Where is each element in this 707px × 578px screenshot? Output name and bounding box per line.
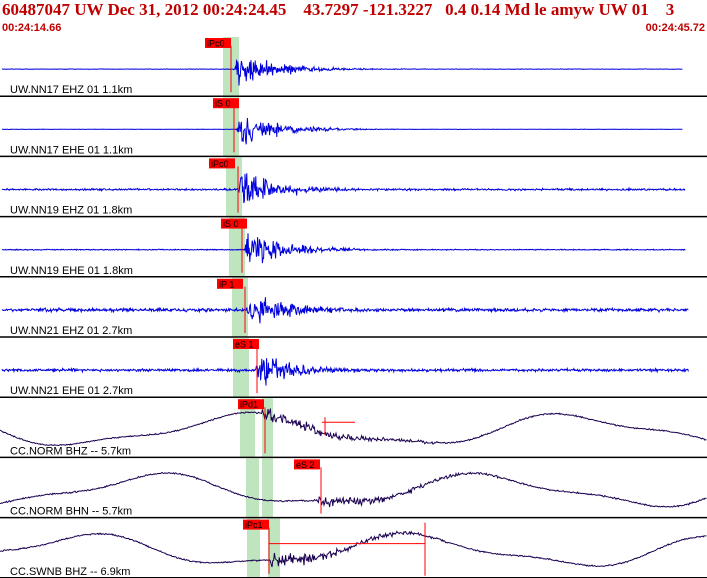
waveform-trace xyxy=(2,117,683,145)
pick-window-highlight xyxy=(262,398,273,458)
pick-label-box[interactable] xyxy=(238,399,264,410)
waveform-trace xyxy=(1,173,686,204)
channel-label: UW.NN17 EHZ 01 1.1km xyxy=(10,84,132,96)
waveform-trace xyxy=(1,59,683,86)
waveform-trace xyxy=(0,408,707,447)
pick-label-box[interactable] xyxy=(221,218,247,229)
pick-window-highlight xyxy=(247,518,260,578)
seismogram-panel: iPc0 UW.NN17 EHZ 01 1.1km iS 0 UW.NN17 EHE … xyxy=(0,37,707,578)
waveform-trace xyxy=(1,297,689,324)
waveform-trace xyxy=(0,530,707,568)
channel-label: UW.NN21 EHE 01 2.7km xyxy=(10,385,133,397)
channel-label: UW.NN19 EHE 01 1.8km xyxy=(10,265,133,277)
channel-label: UW.NN17 EHE 01 1.1km xyxy=(10,144,133,156)
pick-label[interactable]: eS 1 xyxy=(235,340,254,350)
pick-label-box[interactable] xyxy=(209,158,235,169)
channel-label: CC.NORM BHZ -- 5.7km xyxy=(10,445,131,457)
pick-window-highlight xyxy=(246,458,259,518)
waveform-trace xyxy=(1,358,689,386)
pick-label[interactable]: iPc0 xyxy=(207,39,225,49)
pick-label-box[interactable] xyxy=(243,519,269,530)
pick-label[interactable]: eS 2 xyxy=(296,460,315,470)
pick-window-highlight xyxy=(268,518,280,578)
pick-window-highlight xyxy=(229,217,245,277)
waveform-trace xyxy=(0,471,707,508)
pick-label-box[interactable] xyxy=(213,98,239,109)
pick-label[interactable]: iS 0 xyxy=(223,219,239,229)
pick-label[interactable]: iPc1 xyxy=(245,520,263,530)
event-header: 60487047 UW Dec 31, 2012 00:24:24.45 43.… xyxy=(0,0,707,36)
waveform-trace xyxy=(1,233,686,264)
pick-label[interactable]: iPd1 xyxy=(240,400,258,410)
window-start-time: 00:24:14.66 xyxy=(2,22,62,34)
pick-window-highlight xyxy=(223,97,239,157)
pick-window-highlight xyxy=(262,458,273,518)
channel-label: UW.NN21 EHZ 01 2.7km xyxy=(10,325,132,337)
pick-label[interactable]: iPc0 xyxy=(211,159,229,169)
event-summary-line: 60487047 UW Dec 31, 2012 00:24:24.45 43.… xyxy=(2,0,675,19)
pick-label-box[interactable] xyxy=(205,38,231,48)
channel-label: CC.SWNB BHZ -- 6.9km xyxy=(10,566,130,578)
pick-label-box[interactable] xyxy=(233,339,259,349)
pick-label[interactable]: iS 0 xyxy=(215,99,231,109)
channel-label: UW.NN19 EHZ 01 1.8km xyxy=(10,205,132,217)
pick-window-highlight xyxy=(232,277,248,337)
pick-label-box[interactable] xyxy=(294,459,320,470)
channel-label: CC.NORM BHN -- 5.7km xyxy=(10,506,132,518)
pick-label[interactable]: iP 1 xyxy=(219,279,234,289)
window-end-time: 00:24:45.72 xyxy=(645,22,705,34)
pick-label-box[interactable] xyxy=(217,278,243,289)
pick-window-highlight xyxy=(233,338,249,398)
